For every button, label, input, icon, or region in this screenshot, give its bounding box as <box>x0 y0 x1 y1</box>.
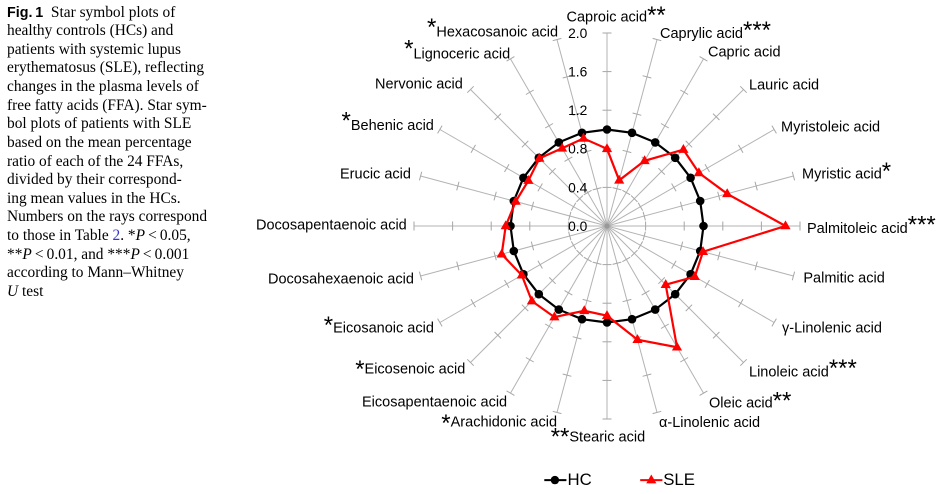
svg-text:2.0: 2.0 <box>568 26 588 41</box>
svg-text:*Behenic acid: *Behenic acid <box>342 107 434 134</box>
svg-text:*Eicosenoic acid: *Eicosenoic acid <box>355 356 465 383</box>
svg-text:Oleic acid**: Oleic acid** <box>709 388 791 415</box>
svg-text:0.0: 0.0 <box>568 219 588 234</box>
svg-text:Palmitoleic acid***: Palmitoleic acid*** <box>807 212 936 239</box>
svg-text:Docosapentaenoic acid: Docosapentaenoic acid <box>256 218 407 234</box>
svg-text:Nervonic acid: Nervonic acid <box>375 77 463 93</box>
svg-text:Palmitic acid: Palmitic acid <box>803 271 884 287</box>
svg-text:Linoleic acid***: Linoleic acid*** <box>749 355 857 382</box>
svg-text:Caprylic acid***: Caprylic acid*** <box>660 17 771 44</box>
svg-text:1.6: 1.6 <box>568 65 588 80</box>
svg-text:Capric acid: Capric acid <box>708 45 781 61</box>
svg-text:Docosahexaenoic acid: Docosahexaenoic acid <box>268 272 414 288</box>
svg-text:Caproic acid**: Caproic acid** <box>567 2 666 29</box>
svg-text:HC: HC <box>568 470 592 489</box>
svg-text:*Eicosanoic acid: *Eicosanoic acid <box>324 312 434 339</box>
svg-text:Eicosapentaenoic acid: Eicosapentaenoic acid <box>362 395 507 411</box>
svg-text:0.4: 0.4 <box>568 180 588 195</box>
svg-text:α-Linolenic acid: α-Linolenic acid <box>659 415 760 431</box>
svg-text:Myristoleic acid: Myristoleic acid <box>781 120 880 136</box>
svg-text:**Stearic acid: **Stearic acid <box>551 424 645 451</box>
svg-text:1.2: 1.2 <box>568 103 587 118</box>
svg-text:*Hexacosanoic acid: *Hexacosanoic acid <box>427 14 558 41</box>
svg-text:γ-Linolenic acid: γ-Linolenic acid <box>782 321 882 337</box>
svg-text:Erucic acid: Erucic acid <box>340 167 411 183</box>
svg-text:SLE: SLE <box>663 470 695 489</box>
svg-text:Myristic acid*: Myristic acid* <box>802 158 891 185</box>
svg-text:*Arachidonic acid: *Arachidonic acid <box>441 410 557 437</box>
svg-text:Lauric acid: Lauric acid <box>749 78 819 94</box>
svg-text:0.8: 0.8 <box>568 142 588 157</box>
svg-text:*Lignoceric acid: *Lignoceric acid <box>404 36 510 63</box>
